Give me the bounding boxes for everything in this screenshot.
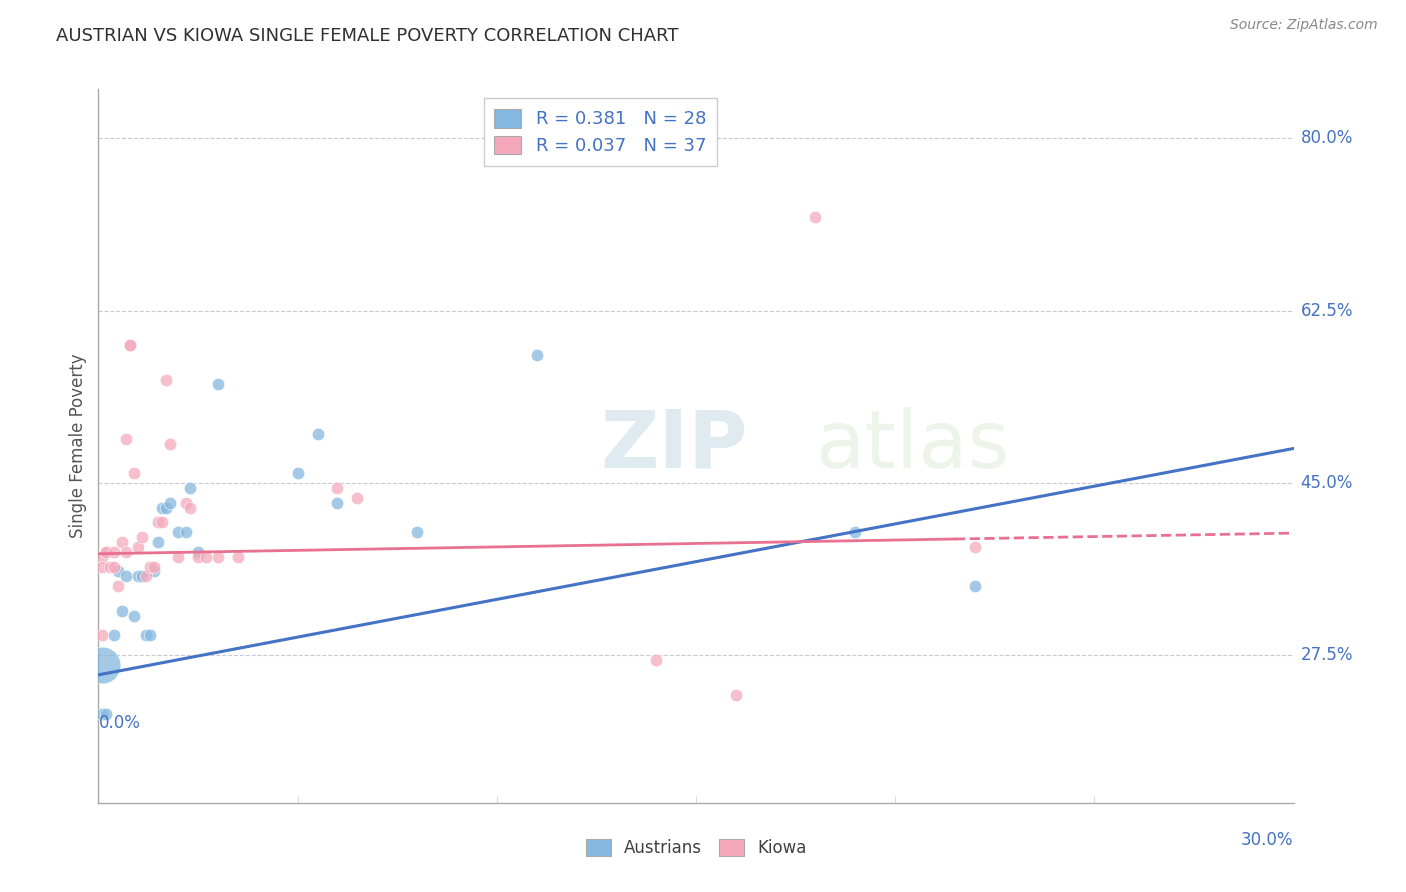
Point [96, 707, 118, 722]
Point [207, 549, 229, 564]
Text: Source: ZipAtlas.com: Source: ZipAtlas.com [1230, 18, 1378, 32]
Text: 30.0%: 30.0% [1241, 830, 1294, 848]
Point [159, 495, 181, 509]
Point [91, 549, 114, 564]
Y-axis label: Single Female Poverty: Single Female Poverty [69, 354, 87, 538]
Point [139, 628, 162, 642]
Point [115, 545, 138, 559]
Point [226, 549, 249, 564]
Point [111, 535, 134, 549]
Point [804, 210, 827, 224]
Point [150, 516, 173, 530]
Point [98, 559, 122, 574]
Point [148, 535, 170, 549]
Point [127, 569, 149, 583]
Point [174, 495, 197, 509]
Point [194, 549, 218, 564]
Point [135, 628, 157, 642]
Point [111, 604, 134, 618]
Point [307, 426, 329, 441]
Point [150, 500, 173, 515]
Point [155, 373, 177, 387]
Point [167, 525, 190, 540]
Point [107, 579, 129, 593]
Text: AUSTRIAN VS KIOWA SINGLE FEMALE POVERTY CORRELATION CHART: AUSTRIAN VS KIOWA SINGLE FEMALE POVERTY … [56, 27, 679, 45]
Text: 45.0%: 45.0% [1301, 474, 1353, 491]
Point [406, 525, 429, 540]
Point [103, 545, 125, 559]
Point [135, 569, 157, 583]
Point [963, 540, 986, 554]
Point [287, 466, 309, 480]
Point [103, 559, 125, 574]
Point [963, 579, 986, 593]
Point [187, 549, 209, 564]
Point [127, 540, 149, 554]
Point [120, 338, 142, 352]
Point [179, 500, 201, 515]
Point [174, 525, 197, 540]
Point [115, 569, 138, 583]
Text: 62.5%: 62.5% [1301, 301, 1353, 319]
Point [91, 707, 114, 722]
Point [179, 481, 201, 495]
Text: 27.5%: 27.5% [1301, 646, 1353, 665]
Point [207, 377, 229, 392]
Point [346, 491, 368, 505]
Point [326, 495, 349, 509]
Point [148, 516, 170, 530]
Legend: R = 0.381   N = 28, R = 0.037   N = 37: R = 0.381 N = 28, R = 0.037 N = 37 [484, 98, 717, 166]
Point [96, 545, 118, 559]
Point [143, 565, 166, 579]
Point [526, 348, 548, 362]
Point [131, 569, 153, 583]
Point [103, 628, 125, 642]
Point [120, 338, 142, 352]
Point [91, 628, 114, 642]
Text: 0.0%: 0.0% [98, 714, 141, 731]
Point [131, 530, 153, 544]
Point [91, 658, 114, 673]
Point [645, 653, 668, 667]
Text: 80.0%: 80.0% [1301, 129, 1353, 147]
Point [124, 466, 146, 480]
Point [139, 559, 162, 574]
Point [96, 545, 118, 559]
Point [107, 565, 129, 579]
Text: ZIP: ZIP [600, 407, 748, 485]
Point [143, 559, 166, 574]
Point [724, 688, 747, 702]
Point [115, 432, 138, 446]
Point [91, 559, 114, 574]
Point [167, 549, 190, 564]
Point [159, 436, 181, 450]
Point [124, 608, 146, 623]
Point [187, 545, 209, 559]
Point [844, 525, 866, 540]
Point [326, 481, 349, 495]
Text: atlas: atlas [815, 407, 1010, 485]
Point [155, 500, 177, 515]
